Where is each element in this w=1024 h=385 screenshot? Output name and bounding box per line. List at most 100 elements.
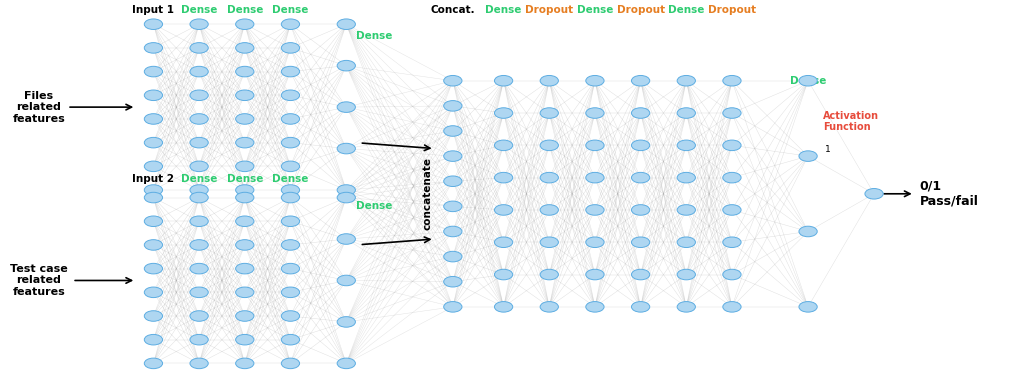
Ellipse shape xyxy=(540,237,558,248)
Ellipse shape xyxy=(337,358,355,369)
Ellipse shape xyxy=(799,75,817,86)
Ellipse shape xyxy=(443,151,462,161)
Ellipse shape xyxy=(190,216,208,226)
Ellipse shape xyxy=(236,287,254,298)
Ellipse shape xyxy=(236,43,254,53)
Ellipse shape xyxy=(337,185,355,195)
Ellipse shape xyxy=(282,287,300,298)
Ellipse shape xyxy=(236,161,254,172)
Ellipse shape xyxy=(282,19,300,30)
Ellipse shape xyxy=(632,140,650,151)
Text: Concat.: Concat. xyxy=(430,5,475,15)
Ellipse shape xyxy=(540,205,558,215)
Ellipse shape xyxy=(443,226,462,237)
Ellipse shape xyxy=(236,240,254,250)
Ellipse shape xyxy=(144,192,163,203)
Ellipse shape xyxy=(236,66,254,77)
Ellipse shape xyxy=(443,301,462,312)
Text: Input 2: Input 2 xyxy=(132,174,174,184)
Ellipse shape xyxy=(495,301,513,312)
Text: Files
related
features: Files related features xyxy=(12,90,66,124)
Ellipse shape xyxy=(190,240,208,250)
Ellipse shape xyxy=(799,301,817,312)
Ellipse shape xyxy=(495,269,513,280)
Ellipse shape xyxy=(190,43,208,53)
Ellipse shape xyxy=(443,176,462,186)
Ellipse shape xyxy=(190,161,208,172)
Text: Dense: Dense xyxy=(790,76,826,86)
Ellipse shape xyxy=(282,263,300,274)
Text: Activation
Function: Activation Function xyxy=(823,111,880,132)
Ellipse shape xyxy=(677,301,695,312)
Ellipse shape xyxy=(677,205,695,215)
Text: Dropout: Dropout xyxy=(525,5,573,15)
Ellipse shape xyxy=(799,151,817,161)
Ellipse shape xyxy=(144,335,163,345)
Ellipse shape xyxy=(337,19,355,30)
Ellipse shape xyxy=(282,335,300,345)
Ellipse shape xyxy=(144,358,163,369)
Ellipse shape xyxy=(144,216,163,226)
Ellipse shape xyxy=(144,43,163,53)
Text: Dropout: Dropout xyxy=(708,5,756,15)
Ellipse shape xyxy=(236,311,254,321)
Ellipse shape xyxy=(190,263,208,274)
Ellipse shape xyxy=(586,237,604,248)
Ellipse shape xyxy=(723,269,741,280)
Ellipse shape xyxy=(865,189,883,199)
Ellipse shape xyxy=(190,358,208,369)
Ellipse shape xyxy=(282,358,300,369)
Ellipse shape xyxy=(144,287,163,298)
Ellipse shape xyxy=(190,137,208,148)
Ellipse shape xyxy=(586,140,604,151)
Ellipse shape xyxy=(540,269,558,280)
Ellipse shape xyxy=(443,100,462,111)
Ellipse shape xyxy=(236,19,254,30)
Ellipse shape xyxy=(586,269,604,280)
Text: Dense: Dense xyxy=(272,5,308,15)
Ellipse shape xyxy=(144,90,163,100)
Ellipse shape xyxy=(144,114,163,124)
Ellipse shape xyxy=(723,172,741,183)
Ellipse shape xyxy=(236,137,254,148)
Ellipse shape xyxy=(282,161,300,172)
Ellipse shape xyxy=(586,301,604,312)
Ellipse shape xyxy=(236,185,254,195)
Ellipse shape xyxy=(337,102,355,112)
Ellipse shape xyxy=(144,161,163,172)
Ellipse shape xyxy=(723,108,741,118)
Ellipse shape xyxy=(632,75,650,86)
Ellipse shape xyxy=(443,126,462,136)
Text: Dense: Dense xyxy=(272,174,308,184)
Ellipse shape xyxy=(190,287,208,298)
Ellipse shape xyxy=(337,143,355,154)
Ellipse shape xyxy=(723,75,741,86)
Ellipse shape xyxy=(236,192,254,203)
Ellipse shape xyxy=(495,140,513,151)
Ellipse shape xyxy=(495,205,513,215)
Text: 1: 1 xyxy=(825,145,831,154)
Text: Dense: Dense xyxy=(226,174,263,184)
Ellipse shape xyxy=(540,75,558,86)
Ellipse shape xyxy=(337,275,355,286)
Text: Test case
related
features: Test case related features xyxy=(10,264,68,297)
Ellipse shape xyxy=(144,311,163,321)
Ellipse shape xyxy=(190,66,208,77)
Ellipse shape xyxy=(632,108,650,118)
Ellipse shape xyxy=(190,311,208,321)
Ellipse shape xyxy=(282,114,300,124)
Ellipse shape xyxy=(282,311,300,321)
Text: Dense: Dense xyxy=(181,5,217,15)
Ellipse shape xyxy=(443,276,462,287)
Ellipse shape xyxy=(282,90,300,100)
Ellipse shape xyxy=(236,263,254,274)
Ellipse shape xyxy=(677,140,695,151)
Ellipse shape xyxy=(586,75,604,86)
Ellipse shape xyxy=(495,237,513,248)
Ellipse shape xyxy=(190,185,208,195)
Ellipse shape xyxy=(799,226,817,237)
Ellipse shape xyxy=(144,137,163,148)
Ellipse shape xyxy=(337,60,355,71)
Ellipse shape xyxy=(443,251,462,262)
Ellipse shape xyxy=(282,216,300,226)
